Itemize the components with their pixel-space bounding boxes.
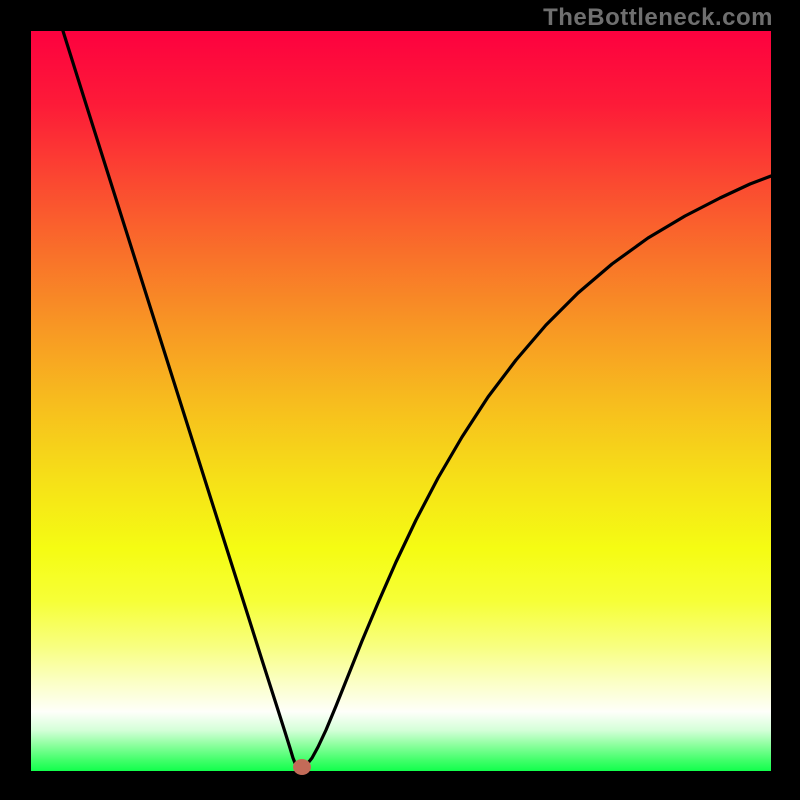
watermark-text: TheBottleneck.com: [543, 4, 773, 32]
optimal-point-marker: [293, 759, 311, 775]
chart-plot-area: [31, 31, 771, 771]
bottleneck-curve: [31, 31, 771, 771]
